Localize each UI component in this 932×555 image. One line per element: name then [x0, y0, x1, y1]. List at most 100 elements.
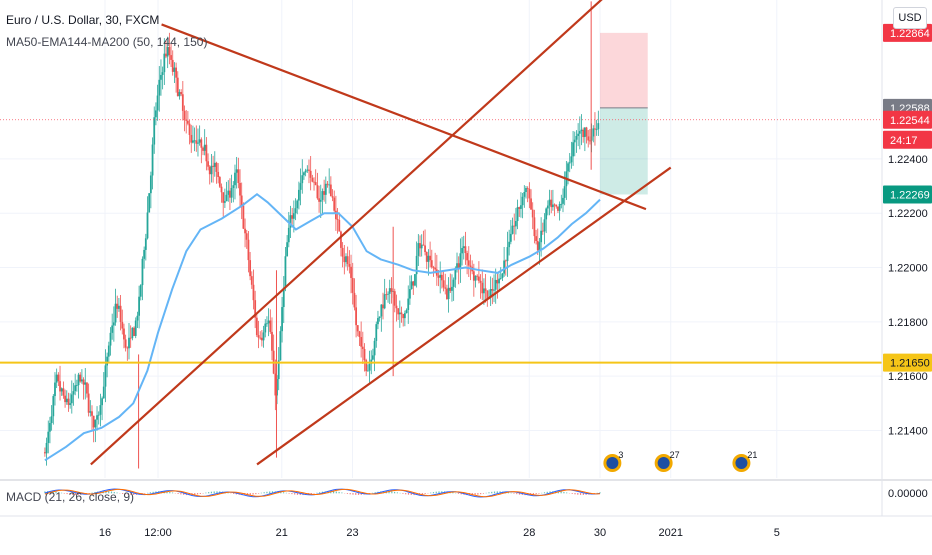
- candle-body: [202, 148, 204, 151]
- candle-body: [345, 256, 347, 262]
- candle-body: [564, 186, 566, 198]
- candle-body: [120, 306, 122, 322]
- trendlines[interactable]: [91, 0, 671, 464]
- candle-body: [389, 288, 391, 294]
- price-label-text: 1.22269: [890, 189, 930, 201]
- macd-histogram: [314, 493, 315, 494]
- candle-body: [264, 324, 266, 333]
- event-icon[interactable]: 21: [732, 450, 757, 472]
- macd-histogram: [255, 493, 256, 494]
- candle-body: [375, 324, 377, 341]
- candle-body: [81, 379, 83, 381]
- candle-body: [219, 177, 221, 187]
- candle-body: [66, 399, 68, 402]
- macd-histogram: [180, 493, 181, 494]
- candle-body: [54, 383, 56, 397]
- candle-body: [459, 253, 461, 269]
- candle-body: [116, 304, 118, 309]
- candle-body: [145, 238, 147, 250]
- indicator-legend[interactable]: MA50-EMA144-MA200 (50, 144, 150): [6, 35, 207, 49]
- candle-body: [300, 183, 302, 190]
- flag-icon: [735, 457, 747, 469]
- symbol-title[interactable]: Euro / U.S. Dollar, 30, FXCM: [6, 13, 159, 27]
- candle-body: [592, 128, 594, 136]
- candle-body: [402, 314, 404, 318]
- candle-body: [367, 371, 369, 372]
- macd-zero-tick: 0.00000: [888, 488, 928, 500]
- macd-histogram: [347, 493, 348, 494]
- candle-body: [463, 246, 465, 248]
- candle-body: [549, 200, 551, 206]
- macd-histogram: [252, 493, 253, 495]
- candle-body: [382, 305, 384, 309]
- candle-body: [106, 357, 108, 366]
- candle-body: [513, 226, 515, 227]
- candle-body: [160, 75, 162, 80]
- candle-body: [179, 92, 181, 96]
- candle-body: [126, 348, 128, 349]
- candle-body: [74, 385, 76, 391]
- macd-histogram: [341, 492, 342, 493]
- candle-body: [197, 143, 199, 144]
- candle-body: [249, 260, 251, 276]
- macd-legend[interactable]: MACD (21, 26, close, 9): [6, 490, 134, 504]
- price-tick: 1.22400: [888, 154, 928, 166]
- event-icon[interactable]: 3: [603, 450, 623, 472]
- candle-body: [221, 187, 223, 193]
- candle-body: [362, 347, 364, 349]
- candle-body: [354, 293, 356, 308]
- currency-button[interactable]: USD: [893, 7, 927, 29]
- macd-histogram: [572, 493, 573, 494]
- flag-icon: [606, 457, 618, 469]
- candle-body: [121, 322, 123, 329]
- macd-histogram: [211, 492, 212, 494]
- candle-body: [483, 288, 485, 293]
- candle-body: [518, 207, 520, 209]
- candle-body: [387, 294, 389, 295]
- event-icon[interactable]: 27: [655, 450, 680, 472]
- candle-body: [584, 128, 586, 138]
- candle-body: [572, 142, 574, 156]
- candle-body: [271, 332, 273, 351]
- candle-body: [105, 365, 107, 386]
- macd-histogram: [338, 492, 339, 493]
- macd-histogram: [436, 492, 437, 494]
- price-label: 1.22544: [883, 111, 932, 129]
- macd-histogram: [458, 493, 459, 494]
- candle-body: [343, 257, 345, 262]
- candle-body: [594, 128, 596, 129]
- candle-body: [268, 321, 270, 324]
- candle-body: [110, 333, 112, 346]
- macd-histogram: [178, 493, 179, 494]
- time-tick: 2021: [658, 527, 682, 539]
- candle-body: [96, 415, 98, 419]
- price-label: 1.21650: [883, 354, 932, 372]
- candle-body: [46, 443, 48, 453]
- candle-body: [426, 252, 428, 262]
- candle-body: [562, 198, 564, 204]
- position-box[interactable]: [0, 33, 882, 195]
- candle-body: [406, 310, 408, 313]
- candle-body: [359, 331, 361, 337]
- candle-body: [485, 288, 487, 290]
- candle-body: [466, 253, 468, 260]
- candle-body: [481, 283, 483, 294]
- candle-body: [347, 256, 349, 264]
- candle-body: [438, 276, 440, 278]
- candle-body: [303, 172, 305, 175]
- candle-body: [93, 416, 95, 428]
- candle-body: [242, 206, 244, 229]
- candle-body: [421, 245, 423, 249]
- candle-body: [44, 452, 46, 453]
- candle-body: [554, 205, 556, 206]
- candle-body: [428, 256, 430, 262]
- candle-body: [473, 271, 475, 280]
- event-icons[interactable]: 3 27 21: [603, 450, 757, 472]
- candle-body: [86, 382, 88, 393]
- event-count: 3: [618, 450, 623, 460]
- candle-body: [539, 242, 541, 250]
- candle-body: [263, 332, 265, 340]
- candle-body: [579, 131, 581, 134]
- candle-body: [441, 275, 443, 280]
